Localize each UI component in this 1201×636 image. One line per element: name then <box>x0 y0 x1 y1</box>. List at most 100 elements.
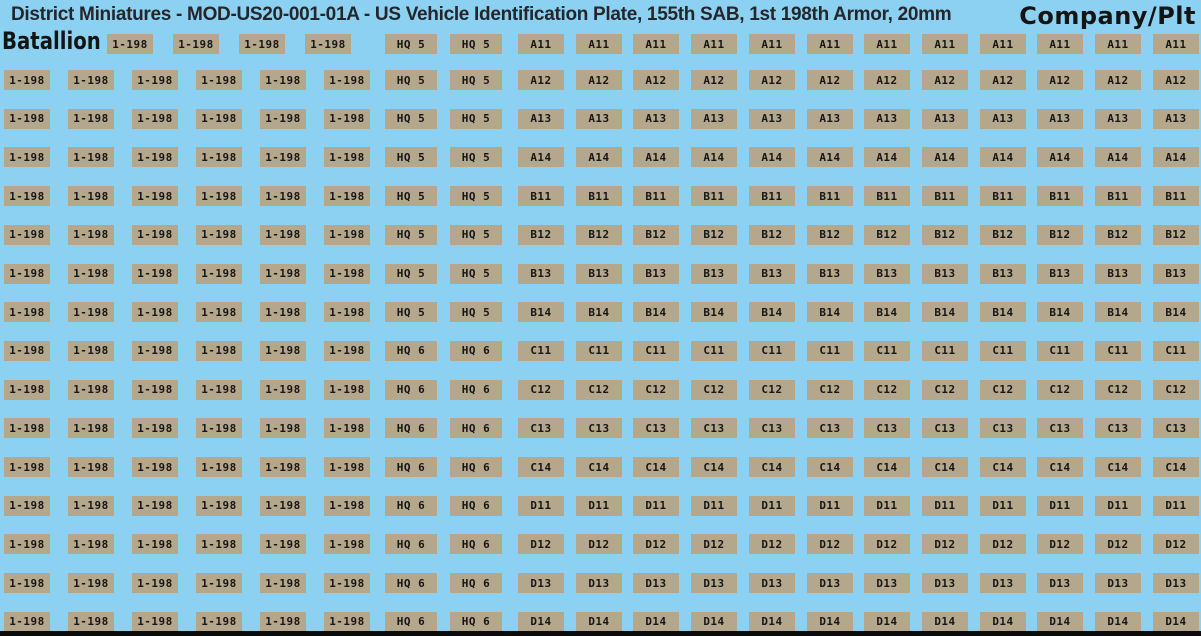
code-plate: C13 <box>518 418 564 439</box>
battalion-plate: 1-198 <box>132 147 178 168</box>
code-plate: C12 <box>1037 379 1083 400</box>
code-plate: D13 <box>1153 573 1199 594</box>
code-plate: A12 <box>1037 70 1083 90</box>
battalion-plate: 1-198 <box>132 70 178 90</box>
battalion-plate: 1-198 <box>4 186 50 207</box>
hq-plate: HQ 5 <box>385 302 437 323</box>
code-plate: D12 <box>691 534 737 555</box>
code-plate: D12 <box>922 534 968 555</box>
code-plate: D13 <box>576 573 622 594</box>
code-plate: D12 <box>1153 534 1199 555</box>
hq-plate: HQ 6 <box>385 495 437 516</box>
battalion-plate: 1-198 <box>324 573 370 594</box>
code-plate: C11 <box>691 340 737 361</box>
battalion-plate: 1-198 <box>4 379 50 400</box>
battalion-plate: 1-198 <box>260 573 306 594</box>
hq-plate: HQ 5 <box>385 108 437 129</box>
battalion-plate: 1-198 <box>132 263 178 284</box>
code-plate: D14 <box>576 611 622 632</box>
code-plate: D13 <box>807 573 853 594</box>
code-plate: D13 <box>749 573 795 594</box>
hq-plate: HQ 6 <box>450 340 502 361</box>
code-plate: B11 <box>691 186 737 207</box>
battalion-plate: 1-198 <box>68 573 114 594</box>
code-plate: D14 <box>1095 611 1141 632</box>
code-plate: C14 <box>980 457 1026 477</box>
code-plate: A13 <box>807 108 853 129</box>
code-plate: A14 <box>1037 147 1083 168</box>
code-plate: C13 <box>1095 418 1141 439</box>
code-plate: A11 <box>807 34 853 54</box>
code-plate: C14 <box>1037 457 1083 477</box>
code-plate: C14 <box>1153 457 1199 477</box>
battalion-plate: 1-198 <box>196 340 242 361</box>
battalion-plate: 1-198 <box>260 379 306 400</box>
battalion-plate: 1-198 <box>4 340 50 361</box>
hq-plate: HQ 6 <box>385 573 437 594</box>
battalion-plate: 1-198 <box>324 302 370 323</box>
code-plate: A13 <box>864 108 910 129</box>
code-plate: D11 <box>1153 495 1199 516</box>
hq-plate: HQ 6 <box>385 534 437 555</box>
battalion-plate: 1-198 <box>132 457 178 477</box>
battalion-plate: 1-198 <box>324 186 370 207</box>
code-plate: A12 <box>633 70 679 90</box>
code-plate: A14 <box>749 147 795 168</box>
code-plate: B12 <box>576 224 622 245</box>
battalion-plate: 1-198 <box>260 340 306 361</box>
code-plate: C13 <box>807 418 853 439</box>
code-plate: D11 <box>864 495 910 516</box>
code-plate: C14 <box>807 457 853 477</box>
code-plate: D14 <box>633 611 679 632</box>
code-plate: D11 <box>1095 495 1141 516</box>
code-plate: B12 <box>1037 224 1083 245</box>
code-plate: C13 <box>576 418 622 439</box>
code-plate: D13 <box>518 573 564 594</box>
code-plate: B14 <box>749 302 795 323</box>
battalion-plate: 1-198 <box>132 379 178 400</box>
battalion-plate: 1-198 <box>196 147 242 168</box>
code-plate: A13 <box>576 108 622 129</box>
battalion-plate: 1-198 <box>260 70 306 90</box>
code-plate: D12 <box>576 534 622 555</box>
hq-plate: HQ 5 <box>450 263 502 284</box>
hq-plate: HQ 6 <box>450 418 502 439</box>
battalion-plate: 1-198 <box>132 534 178 555</box>
battalion-plate: 1-198 <box>324 70 370 90</box>
battalion-plate: 1-198 <box>68 379 114 400</box>
code-plate: D11 <box>518 495 564 516</box>
battalion-plate: 1-198 <box>132 186 178 207</box>
code-plate: D11 <box>807 495 853 516</box>
hq-plate: HQ 6 <box>385 457 437 477</box>
hq-plate: HQ 5 <box>385 70 437 90</box>
code-plate: B13 <box>1153 263 1199 284</box>
code-plate: C12 <box>864 379 910 400</box>
code-plate: D12 <box>518 534 564 555</box>
code-plate: B13 <box>1095 263 1141 284</box>
code-plate: A13 <box>633 108 679 129</box>
battalion-plate: 1-198 <box>324 495 370 516</box>
code-plate: D14 <box>922 611 968 632</box>
hq-plate: HQ 6 <box>385 379 437 400</box>
code-plate: A11 <box>1037 34 1083 54</box>
code-plate: D12 <box>807 534 853 555</box>
battalion-plate: 1-198 <box>132 224 178 245</box>
battalion-plate: 1-198 <box>132 573 178 594</box>
code-plate: B11 <box>1095 186 1141 207</box>
battalion-plate: 1-198 <box>260 457 306 477</box>
battalion-plate: 1-198 <box>260 534 306 555</box>
battalion-plate: 1-198 <box>196 534 242 555</box>
battalion-plate: 1-198 <box>260 263 306 284</box>
code-plate: A11 <box>691 34 737 54</box>
code-plate: A12 <box>807 70 853 90</box>
battalion-plate: 1-198 <box>4 108 50 129</box>
hq-plate: HQ 6 <box>450 611 502 632</box>
code-plate: C13 <box>633 418 679 439</box>
code-plate: C13 <box>1153 418 1199 439</box>
code-plate: C12 <box>922 379 968 400</box>
page-title: District Miniatures - MOD-US20-001-01A -… <box>11 4 952 25</box>
code-plate: C11 <box>864 340 910 361</box>
code-plate: B12 <box>691 224 737 245</box>
code-plate: C14 <box>576 457 622 477</box>
code-plate: D14 <box>807 611 853 632</box>
